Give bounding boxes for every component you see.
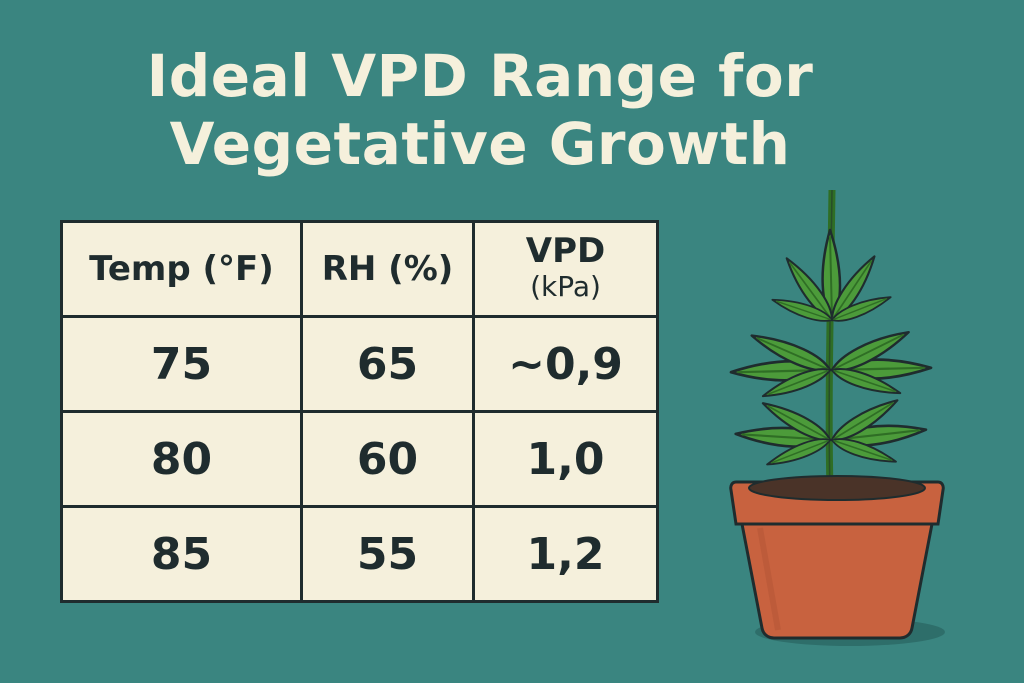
cell-vpd: ~0,9 (472, 315, 659, 413)
title-line-2: Vegetative Growth (169, 110, 791, 178)
table-row: 75 65 ~0,9 (60, 315, 659, 413)
cell-temp: 85 (60, 505, 303, 603)
header-vpd-label: VPD (525, 231, 606, 271)
title-line-1: Ideal VPD Range for (146, 42, 814, 110)
table-row: 85 55 1,2 (60, 505, 659, 603)
vpd-table: Temp (°F) RH (%) VPD (kPa) 75 65 ~0,9 80… (60, 220, 659, 603)
header-vpd: VPD (kPa) (472, 220, 659, 318)
cell-vpd: 1,0 (472, 410, 659, 508)
cell-temp: 75 (60, 315, 303, 413)
cell-rh: 65 (300, 315, 475, 413)
cell-temp: 80 (60, 410, 303, 508)
table-row: 80 60 1,0 (60, 410, 659, 508)
cell-vpd: 1,2 (472, 505, 659, 603)
page-title: Ideal VPD Range for Vegetative Growth (0, 42, 960, 178)
cell-rh: 55 (300, 505, 475, 603)
table-header-row: Temp (°F) RH (%) VPD (kPa) (60, 220, 659, 318)
header-vpd-unit: (kPa) (530, 270, 601, 303)
header-temp: Temp (°F) (60, 220, 303, 318)
header-rh: RH (%) (300, 220, 475, 318)
potted-plant-icon (729, 189, 945, 646)
cell-rh: 60 (300, 410, 475, 508)
